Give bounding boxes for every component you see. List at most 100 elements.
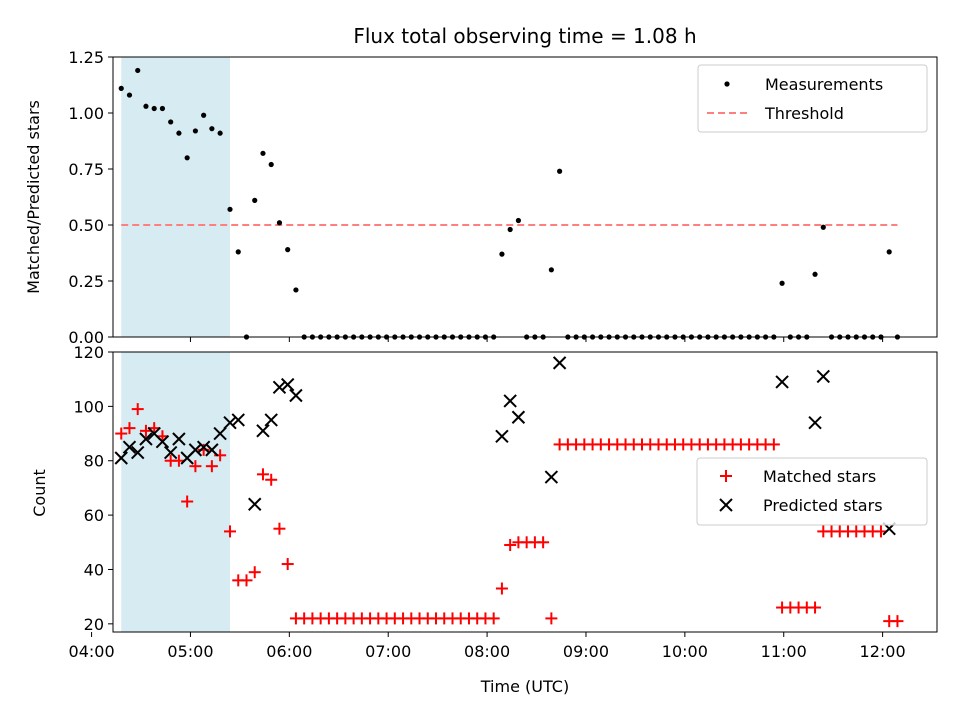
bottom-y-axis-label: Count [30,469,49,517]
measurement-point [151,105,157,112]
x-tick-label: 10:00 [662,642,708,661]
measurement-point [499,251,505,257]
x-axis-label: Time (UTC) [480,677,569,696]
matched-star-point [248,566,261,579]
measurement-point [285,247,291,253]
x-tick-label: 04:00 [69,642,115,661]
matched-star-point [891,615,904,628]
matched-star-point [148,422,161,435]
measurement-point [176,130,182,136]
bottom-y-tick-label: 40 [84,560,104,579]
measurement-point [548,267,554,273]
bottom-y-tick-label: 120 [73,343,104,362]
top-chart-title: Flux total observing time = 1.08 h [353,24,696,48]
top-plot-frame [112,56,938,338]
matched-star-point [545,612,558,625]
matched-star-point [139,424,152,437]
matched-star-point [181,495,194,508]
measurement-point [252,197,258,203]
predicted-star-point [264,413,278,427]
measurement-point [126,92,133,98]
predicted-star-point [172,432,186,446]
measurement-point [184,155,190,161]
matched-star-point [172,454,185,467]
predicted-star-point [114,451,128,465]
x-tick-label: 07:00 [365,642,411,661]
measurement-point [507,226,513,233]
measurement-point [515,217,522,224]
top-shaded-span [121,57,231,337]
predicted-star-point [808,415,822,430]
top-y-tick-label: 0.00 [68,328,104,347]
measurement-point [557,168,563,174]
measurement-point [201,112,207,118]
top-y-tick-label: 1.00 [68,104,104,123]
matched-star-point [537,536,550,549]
measurement-point [779,280,785,286]
matched-star-point [156,430,169,443]
legend-label-matched-stars: Matched stars [763,467,876,486]
bottom-legend-box [696,457,928,526]
predicted-star-point [272,380,287,395]
predicted-star-point [163,445,178,460]
matched-star-point [256,468,269,481]
predicted-star-point [231,413,245,427]
predicted-star-point [544,470,559,484]
bottom-plot-frame [112,351,938,633]
legend-label-threshold: Threshold [764,104,844,123]
top-y-ticks: 0.00 0.25 0.50 0.75 1.00 1.25 [68,48,113,347]
top-y-tick-label: 0.25 [68,272,104,291]
predicted-star-point [289,388,303,403]
matched-star-point [224,525,237,538]
measurement-point [227,206,233,212]
bottom-y-tick-label: 20 [84,615,104,634]
measurement-point [118,85,124,91]
bottom-x-ticks: 04:00 05:00 06:00 07:00 08:00 09:00 10:00 11:00… [69,632,906,661]
predicted-star-point [816,369,830,384]
measurement-point [135,67,141,74]
predicted-star-point [280,377,295,392]
predicted-star-point [223,415,237,430]
matched-star-point [240,574,253,587]
predicted-star-point [511,410,526,424]
predicted-star-point [248,497,262,511]
x-tick-label: 06:00 [266,642,312,661]
matched-star-point [265,473,278,486]
predicted-star-point [775,375,789,389]
matched-star-point [115,427,128,440]
legend-x-icon [719,498,733,512]
measurement-point [276,220,283,226]
matched-star-point [809,601,822,614]
predicted-star-point [213,426,227,441]
predicted-star-point [503,394,517,408]
x-tick-label: 12:00 [860,642,906,661]
x-tick-label: 05:00 [167,642,213,661]
predicted-star-point [139,432,153,446]
measurement-point [168,119,174,125]
matched-star-point [123,422,136,435]
top-y-tick-label: 0.50 [68,216,104,235]
top-y-tick-label: 0.75 [68,160,104,179]
bottom-y-tick-label: 80 [84,452,104,471]
predicted-star-point [188,443,203,457]
measurement-point [209,126,215,132]
measurement-point [260,150,266,156]
legend-label-predicted-stars: Predicted stars [763,496,883,515]
legend-dot-icon [724,81,730,87]
x-tick-label: 11:00 [761,642,807,661]
matched-star-point [487,612,500,625]
matched-star-point [189,460,202,473]
predicted-star-point [552,356,567,370]
bottom-shaded-span [121,352,231,632]
count-points [114,356,904,628]
top-legend: Measurements Threshold [697,64,928,133]
top-x-ticks [91,337,884,342]
matched-star-point [205,460,218,473]
predicted-star-point [122,440,137,454]
top-panel: 0.00 0.25 0.50 0.75 1.00 1.25 Flux total obse… [24,24,938,347]
measurement-point [217,130,223,136]
bottom-y-ticks: 20 40 60 80 100 120 [73,343,113,634]
measurement-point [268,161,274,168]
measurement-point [192,128,198,134]
